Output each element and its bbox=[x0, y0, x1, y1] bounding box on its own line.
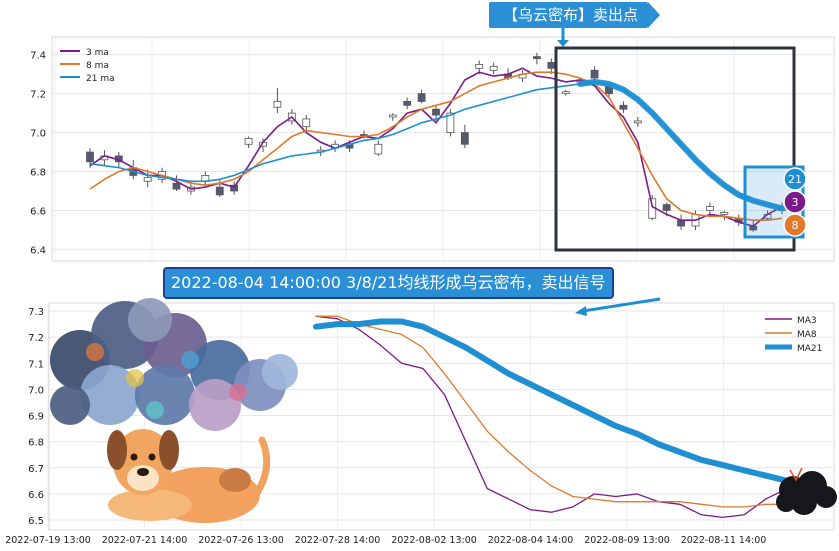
y-tick-label: 6.4 bbox=[30, 245, 46, 256]
ma-marker-label: 8 bbox=[792, 219, 799, 232]
x-tick-label: 2022-08-02 13:00 bbox=[391, 535, 477, 546]
storm-cloud-illustration bbox=[50, 298, 298, 431]
candle bbox=[633, 120, 642, 124]
y-tick-label: 6.8 bbox=[28, 438, 44, 449]
signal-banner: 2022-08-04 14:00:00 3/8/21均线形成乌云密布，卖出信号 bbox=[163, 267, 614, 299]
candle bbox=[374, 143, 383, 155]
candle bbox=[706, 206, 714, 211]
candle bbox=[302, 118, 311, 128]
banner-arrow bbox=[582, 297, 661, 313]
y-tick-label: 6.7 bbox=[28, 464, 44, 475]
candle bbox=[533, 56, 541, 59]
candle bbox=[388, 114, 397, 118]
y-tick-label: 7.0 bbox=[30, 129, 46, 140]
x-tick-label: 2022-07-28 14:00 bbox=[295, 535, 381, 546]
legend-label: MA21 bbox=[797, 344, 822, 354]
series-line-MA8 bbox=[315, 315, 788, 508]
series-line-MA21 bbox=[313, 318, 790, 484]
candle bbox=[619, 104, 628, 110]
y-tick-label: 6.6 bbox=[28, 490, 44, 501]
ma-marker-label: 21 bbox=[788, 173, 802, 186]
x-tick-label: 2022-08-09 13:00 bbox=[584, 535, 670, 546]
x-tick-label: 2022-07-21 14:00 bbox=[102, 535, 188, 546]
candle bbox=[86, 151, 94, 163]
ma21-highlight bbox=[577, 78, 785, 212]
banner-arrow-head bbox=[575, 306, 587, 316]
candle bbox=[446, 112, 455, 133]
y-tick-label: 7.0 bbox=[28, 385, 44, 396]
series-line-MA3 bbox=[315, 315, 788, 519]
y-tick-label: 7.1 bbox=[28, 359, 44, 370]
candle bbox=[720, 212, 729, 215]
candle bbox=[460, 132, 469, 145]
y-tick-label: 7.2 bbox=[28, 333, 44, 344]
candle bbox=[143, 176, 152, 182]
small-storm-cloud-icon bbox=[776, 467, 837, 515]
candle bbox=[432, 108, 440, 116]
candle bbox=[230, 184, 239, 192]
candle bbox=[547, 62, 556, 69]
x-tick-label: 2022-07-19 13:00 bbox=[5, 535, 91, 546]
legend-label: MA3 bbox=[797, 316, 817, 326]
candle bbox=[215, 186, 224, 196]
ma-marker-21 bbox=[783, 167, 807, 191]
legend-label: 8 ma bbox=[86, 61, 109, 71]
y-tick-label: 7.4 bbox=[30, 51, 46, 62]
callout-arrow-head bbox=[557, 40, 569, 47]
candle bbox=[475, 64, 484, 69]
ma-marker-label: 3 bbox=[792, 196, 799, 209]
x-tick-label: 2022-07-26 13:00 bbox=[198, 535, 284, 546]
candle bbox=[273, 101, 282, 108]
y-tick-label: 7.3 bbox=[28, 307, 44, 318]
candle bbox=[677, 219, 685, 227]
y-tick-label: 6.8 bbox=[30, 168, 46, 179]
x-tick-label: 2022-08-04 14:00 bbox=[488, 535, 574, 546]
candle bbox=[590, 69, 599, 79]
candle bbox=[417, 93, 426, 102]
legend-label: 3 ma bbox=[86, 48, 109, 58]
candle bbox=[561, 91, 570, 95]
ma-marker-8 bbox=[783, 213, 807, 237]
candle bbox=[662, 204, 671, 211]
candle bbox=[489, 65, 498, 71]
y-tick-label: 6.5 bbox=[28, 516, 44, 527]
y-tick-label: 6.9 bbox=[28, 412, 44, 423]
x-tick-label: 2022-08-11 14:00 bbox=[681, 535, 767, 546]
dog-illustration bbox=[107, 429, 271, 523]
candle bbox=[403, 101, 412, 106]
series-line-8-ma bbox=[89, 71, 783, 221]
y-tick-label: 6.6 bbox=[30, 206, 46, 217]
ma-marker-3 bbox=[783, 190, 807, 214]
zoom-region bbox=[554, 46, 796, 252]
y-tick-label: 7.2 bbox=[30, 90, 46, 101]
sell-point-callout: 【乌云密布】卖出点 bbox=[489, 2, 661, 28]
candle bbox=[172, 182, 181, 190]
legend-label: 21 ma bbox=[86, 74, 115, 84]
legend-label: MA8 bbox=[797, 330, 817, 340]
series-line-3-ma bbox=[89, 67, 783, 227]
candle bbox=[244, 138, 253, 145]
